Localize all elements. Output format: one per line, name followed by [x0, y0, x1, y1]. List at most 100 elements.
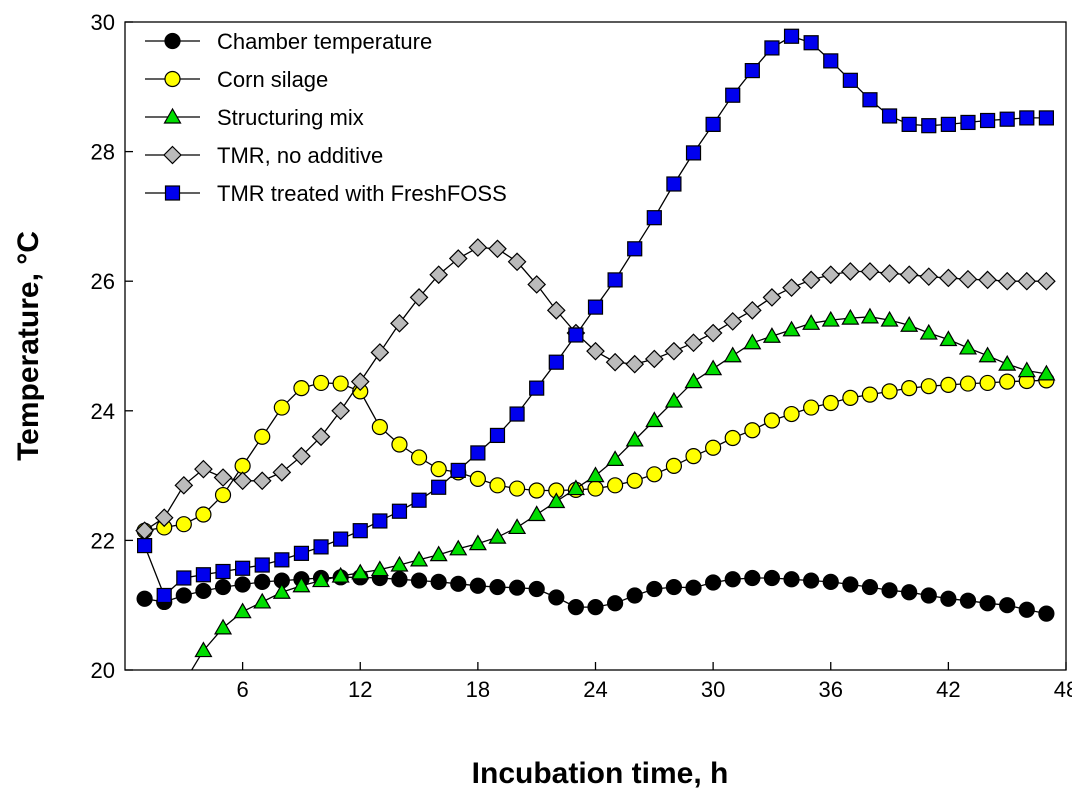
data-point — [489, 578, 506, 596]
data-point — [254, 573, 271, 590]
data-point — [821, 265, 841, 285]
data-point — [390, 313, 409, 333]
legend: Chamber temperature Corn silage Structurin… — [145, 29, 507, 206]
data-point — [685, 448, 702, 465]
data-point — [862, 92, 878, 108]
data-point — [743, 333, 762, 350]
data-point — [292, 576, 311, 593]
data-point — [979, 374, 996, 392]
data-point — [587, 299, 604, 315]
data-point — [252, 471, 272, 491]
data-point — [1038, 605, 1055, 622]
data-point — [272, 583, 291, 599]
data-point — [919, 267, 939, 287]
data-point — [744, 62, 760, 79]
data-point — [763, 412, 781, 429]
data-point — [1037, 364, 1056, 381]
data-point — [762, 327, 781, 343]
x-tick-label: 48 — [1054, 677, 1072, 702]
data-point — [861, 386, 879, 403]
data-point — [939, 268, 958, 288]
data-point — [1017, 271, 1037, 291]
data-point — [664, 341, 684, 361]
data-point — [468, 534, 487, 551]
data-point — [684, 333, 703, 353]
data-point — [528, 580, 545, 598]
data-point — [213, 468, 233, 487]
data-point — [705, 116, 721, 132]
data-point — [254, 428, 271, 445]
data-point — [646, 210, 662, 226]
data-point — [841, 262, 860, 281]
data-point — [666, 176, 682, 192]
data-point — [586, 466, 605, 483]
data-point — [429, 545, 448, 562]
data-point — [958, 338, 978, 355]
data-point — [546, 301, 566, 320]
data-point — [548, 354, 564, 370]
data-point — [803, 399, 820, 416]
data-point — [331, 401, 350, 421]
data-point — [1019, 110, 1035, 126]
data-point — [411, 492, 427, 508]
data-point — [566, 479, 585, 496]
data-point — [783, 28, 800, 44]
data-point — [410, 572, 428, 589]
series-circle-1 — [136, 372, 1055, 539]
data-point — [587, 480, 604, 497]
data-point — [921, 118, 937, 134]
x-tick-label: 42 — [936, 677, 960, 702]
data-point — [881, 108, 898, 124]
data-point — [528, 482, 545, 499]
data-point — [194, 459, 213, 479]
data-point — [312, 571, 331, 588]
data-point — [684, 372, 703, 389]
data-point — [254, 557, 270, 573]
data-point — [195, 582, 212, 600]
data-point — [233, 471, 252, 491]
legend-item: Structuring mix — [145, 105, 364, 130]
data-point — [1017, 361, 1036, 378]
data-point — [567, 599, 584, 616]
data-point — [625, 430, 644, 447]
data-point — [724, 429, 741, 447]
data-point — [997, 271, 1017, 291]
data-point — [626, 472, 643, 489]
data-point — [450, 575, 467, 592]
data-point — [762, 288, 782, 307]
data-point — [705, 439, 722, 456]
data-point — [959, 592, 977, 609]
data-point — [880, 310, 899, 327]
data-point — [823, 53, 839, 69]
data-point — [175, 587, 192, 604]
data-point — [606, 450, 625, 466]
data-point — [312, 374, 330, 392]
data-point — [194, 641, 213, 658]
data-point — [665, 578, 683, 596]
data-point — [548, 589, 565, 606]
data-point — [507, 252, 527, 272]
data-point — [999, 111, 1015, 127]
data-point — [627, 241, 643, 257]
data-point — [900, 316, 919, 332]
data-point — [470, 445, 486, 461]
data-point — [508, 579, 526, 596]
data-point — [940, 116, 956, 132]
y-tick-label: 22 — [91, 528, 115, 553]
series-diamond-3 — [135, 238, 1056, 541]
data-point — [821, 310, 840, 327]
data-point — [901, 116, 917, 132]
data-point — [685, 579, 702, 596]
data-point — [508, 518, 527, 535]
x-tick-label: 36 — [819, 677, 843, 702]
y-tick-label: 30 — [91, 10, 115, 35]
data-point — [607, 477, 624, 494]
data-point — [488, 527, 507, 544]
data-point — [370, 343, 390, 362]
data-point — [233, 602, 252, 619]
data-point — [527, 505, 546, 522]
data-point — [293, 545, 310, 561]
legend-label: TMR treated with FreshFOSS — [217, 181, 507, 206]
data-point — [881, 582, 898, 599]
data-point — [744, 422, 761, 439]
